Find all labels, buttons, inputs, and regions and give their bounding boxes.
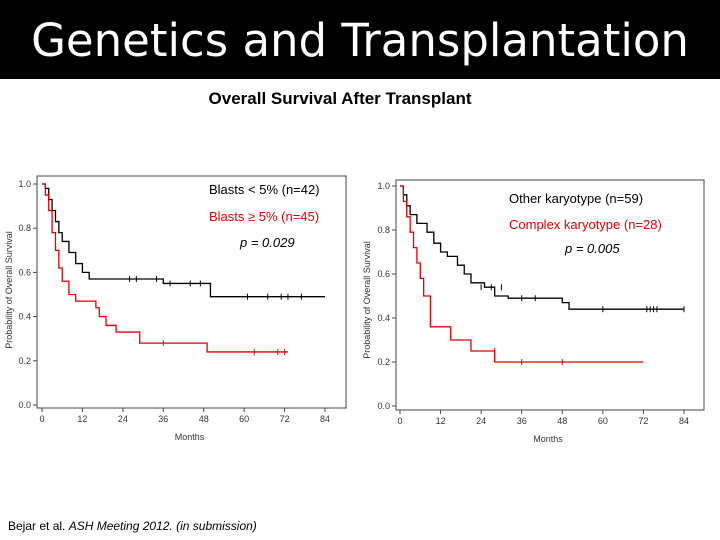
x-axis-label: Months [533,434,563,444]
y-tick-label: 0.4 [18,312,31,322]
right-legend-black: Other karyotype (n=59) [509,191,644,206]
x-tick-label: 36 [517,416,527,426]
chart-2: 0.0 0.2 0.4 0.6 0.8 1.0 0 12 24 36 48 60 72 84 Months P… [362,179,705,444]
chart-1: 0.0 0.2 0.4 0.6 0.8 1.0 0 12 24 36 48 60 72 84 Months P… [4,175,347,442]
y-tick-label: 0.0 [377,401,390,411]
right-p-value: p = 0.005 [565,241,620,256]
x-tick-label: 0 [397,416,402,426]
y-axis-label: Probability of Overall Survival [362,241,372,359]
x-tick-label: 12 [77,414,87,424]
title-bar [0,0,720,79]
left-p-value: p = 0.029 [240,235,295,250]
x-tick-label: 48 [199,414,209,424]
citation-italic: ASH Meeting 2012. (in submission) [68,519,257,533]
series-line-black [400,185,684,310]
right-legend-red: Complex karyotype (n=28) [509,217,662,232]
slide-subtitle: Overall Survival After Transplant [208,89,472,108]
series-line-red [400,185,644,363]
x-tick-label: 60 [598,416,608,426]
x-tick-label: 12 [436,416,446,426]
y-tick-label: 0.2 [377,357,390,367]
x-tick-label: 0 [39,414,44,424]
x-axis-label: Months [175,432,205,442]
slide-title: Genetics and Transplantation [31,14,689,67]
y-tick-label: 0.4 [377,313,390,323]
y-tick-label: 1.0 [377,181,390,191]
y-tick-label: 0.0 [18,400,31,410]
x-tick-label: 84 [679,416,689,426]
x-tick-label: 72 [280,414,290,424]
x-tick-label: 84 [320,414,330,424]
y-tick-label: 0.8 [18,223,31,233]
y-tick-label: 0.6 [18,267,31,277]
left-legend-black: Blasts < 5% (n=42) [209,182,320,197]
x-tick-label: 60 [239,414,249,424]
x-tick-label: 24 [118,414,128,424]
left-legend-red: Blasts ≥ 5% (n=45) [209,209,320,224]
y-tick-label: 0.2 [18,356,31,366]
y-axis-label: Probability of Overall Survival [4,231,14,349]
plot-frame [36,175,347,409]
plot-frame [395,179,705,411]
y-tick-label: 0.8 [377,225,390,235]
y-tick-label: 0.6 [377,269,390,279]
y-tick-label: 1.0 [18,179,31,189]
citation-prefix: Bejar et al. [8,519,69,533]
series-line-red [42,183,288,353]
x-tick-label: 36 [158,414,168,424]
citation: Bejar et al. ASH Meeting 2012. (in submi… [8,519,257,533]
x-tick-label: 48 [557,416,567,426]
x-tick-label: 72 [638,416,648,426]
x-tick-label: 24 [476,416,486,426]
